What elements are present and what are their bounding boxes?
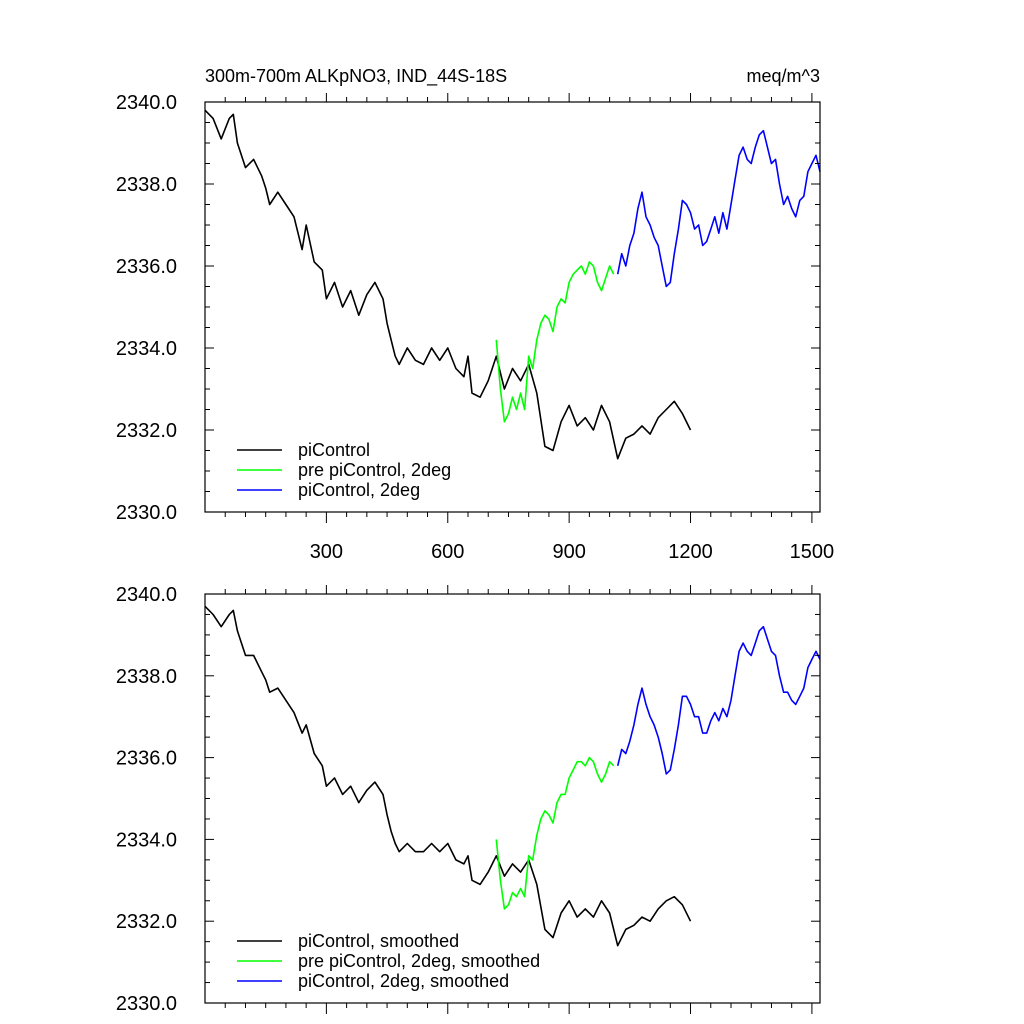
y-tick-label: 2338.0	[116, 666, 177, 688]
y-tick-label: 2338.0	[116, 174, 177, 196]
tick-layer: 2330.0 2332.0 2334.0 2336.0 2338.0 2340.0	[116, 584, 820, 1015]
series-line-2	[616, 625, 821, 775]
legend: piControl pre piControl, 2deg piControl,…	[237, 440, 451, 500]
y-tick-label: 2330.0	[116, 502, 177, 524]
y-tick-label: 2340.0	[116, 92, 177, 114]
series-layer	[204, 109, 821, 460]
legend-label-picontrol: piControl	[298, 440, 370, 460]
legend: piControl, smoothed pre piControl, 2deg,…	[237, 931, 540, 991]
plot-frame	[204, 101, 821, 513]
series-line-1	[495, 756, 615, 910]
bottom-panel: 2330.0 2332.0 2334.0 2336.0 2338.0 2340.0 piC…	[116, 584, 821, 1015]
series-line-1	[495, 261, 615, 423]
y-tick-label: 2332.0	[116, 911, 177, 933]
y-tick-label: 2332.0	[116, 420, 177, 442]
y-tick-label: 2334.0	[116, 829, 177, 851]
chart-units-label: meq/m^3	[747, 66, 820, 86]
legend-label-pre-picontrol-2deg: pre piControl, 2deg	[298, 460, 451, 480]
legend-label-picontrol-2deg-smoothed: piControl, 2deg, smoothed	[298, 971, 509, 991]
x-tick-label: 300	[310, 541, 343, 563]
series-layer	[204, 605, 821, 947]
x-tick-label: 1500	[790, 541, 835, 563]
series-line-2	[616, 129, 821, 288]
x-tick-label: 1200	[668, 541, 713, 563]
legend-label-pre-picontrol-2deg-smoothed: pre piControl, 2deg, smoothed	[298, 951, 540, 971]
tick-layer: 2330.0 2332.0 2334.0 2336.0 2338.0 2340.0 300 6…	[116, 92, 834, 563]
legend-label-picontrol-smoothed: piControl, smoothed	[298, 931, 459, 951]
y-tick-label: 2336.0	[116, 256, 177, 278]
top-panel: 300m-700m ALKpNO3, IND_44S-18S meq/m^3 2…	[116, 66, 834, 563]
x-tick-label: 900	[552, 541, 585, 563]
chart-title-left: 300m-700m ALKpNO3, IND_44S-18S	[205, 66, 507, 87]
series-line-0	[204, 109, 692, 460]
legend-label-picontrol-2deg: piControl, 2deg	[298, 480, 420, 500]
y-tick-label: 2330.0	[116, 993, 177, 1015]
y-tick-label: 2334.0	[116, 338, 177, 360]
y-tick-label: 2336.0	[116, 748, 177, 770]
plot-frame	[204, 593, 821, 1004]
y-tick-label: 2340.0	[116, 584, 177, 606]
x-tick-label: 600	[431, 541, 464, 563]
series-line-0	[204, 605, 692, 947]
